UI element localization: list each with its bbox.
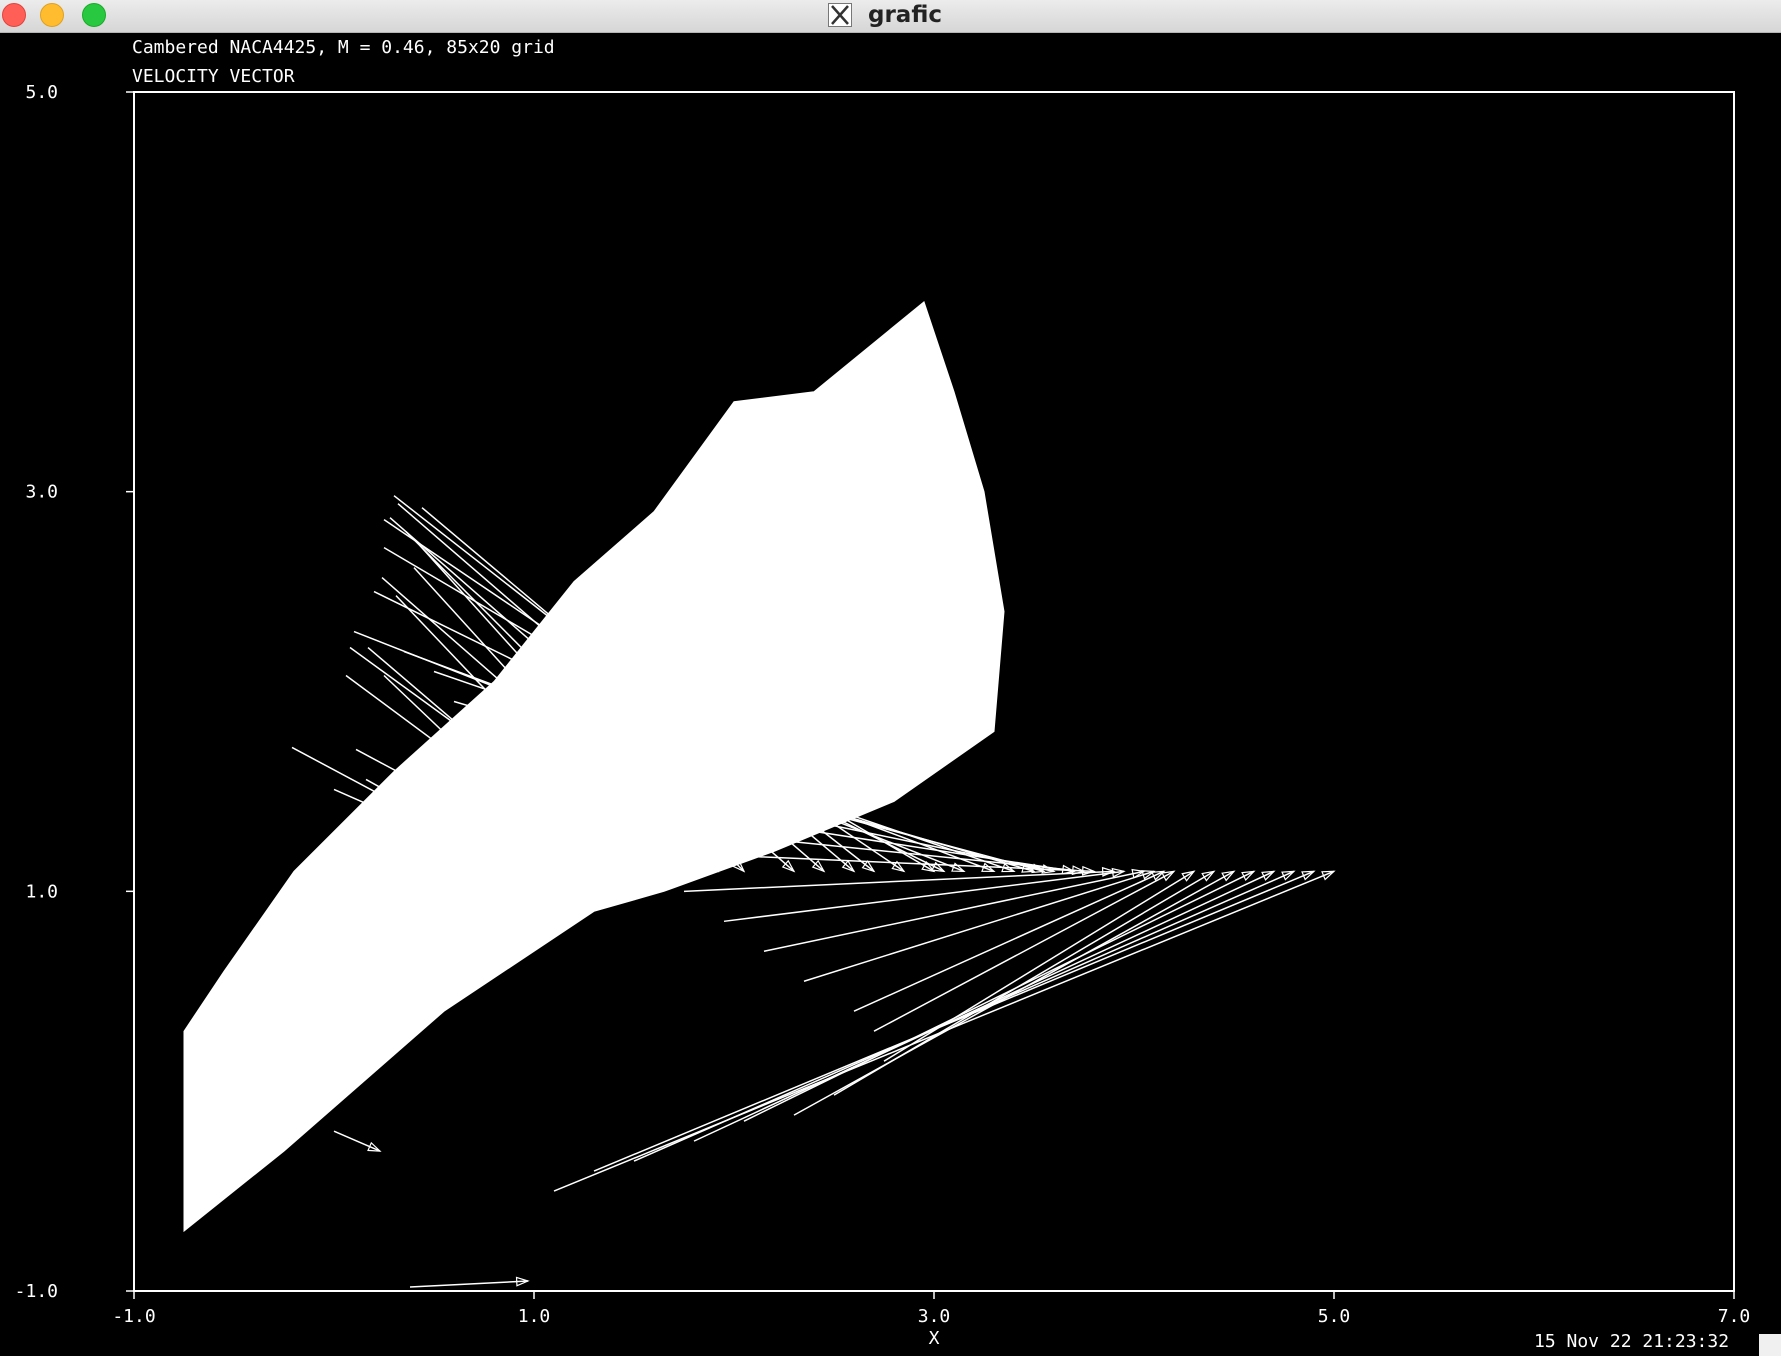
velocity-vector [593, 820, 1085, 873]
vector-arrowhead [1241, 870, 1256, 882]
velocity-vector [743, 870, 1255, 1122]
velocity-vector [483, 720, 1045, 873]
plot-canvas: Cambered NACA4425, M = 0.46, 85x20 grid … [0, 33, 1781, 1356]
velocity-vector [553, 790, 1075, 873]
velocity-vector [333, 788, 521, 873]
velocity-vector [367, 646, 631, 872]
vector-arrowhead [1281, 870, 1296, 881]
velocity-vector [723, 870, 1125, 923]
vector-arrowhead [1131, 868, 1146, 879]
window-title: grafic [868, 2, 943, 28]
vector-arrowhead [732, 859, 746, 873]
vector-arrowhead [1181, 870, 1196, 882]
vector-arrowhead [541, 863, 556, 873]
vector-arrowhead [452, 870, 466, 884]
vector-arrowhead [646, 859, 660, 873]
velocity-vector [523, 760, 1055, 873]
x-tick-label: 1.0 [518, 1306, 551, 1327]
vector-arrowhead [1161, 870, 1176, 882]
y-tick-label: 5.0 [25, 82, 58, 103]
velocity-vector [413, 567, 691, 872]
velocity-vector [633, 850, 1095, 873]
x-tick-label: 5.0 [1318, 1306, 1351, 1327]
velocity-vector [553, 870, 1335, 1192]
plot-title: Cambered NACA4425, M = 0.46, 85x20 grid [132, 37, 555, 58]
velocity-vector [421, 507, 855, 872]
velocity-vector [593, 870, 1315, 1172]
timestamp: 15 Nov 22 21:23:32 [1534, 1331, 1730, 1352]
velocity-vector [355, 748, 585, 873]
x-tick-label: 7.0 [1718, 1306, 1751, 1327]
velocity-vector [291, 746, 525, 873]
vector-arrowhead [367, 1141, 382, 1152]
vector-arrowhead [1151, 870, 1166, 881]
velocity-vector [397, 503, 825, 872]
minimize-window-button[interactable] [40, 3, 64, 27]
y-tick-label: 1.0 [25, 881, 58, 902]
velocity-vector [345, 674, 611, 872]
velocity-vector [883, 870, 1195, 1062]
velocity-vector [419, 545, 715, 872]
velocity-vector [763, 870, 1145, 953]
velocity-vector [373, 590, 945, 873]
vector-arrowhead [517, 861, 532, 873]
vector-arrowhead [1141, 870, 1156, 880]
vector-arrowhead [951, 862, 966, 872]
x-tick-label: -1.0 [112, 1306, 155, 1327]
velocity-vector [793, 870, 1235, 1116]
close-window-button[interactable] [2, 3, 26, 27]
vector-arrowhead [511, 861, 526, 873]
vector-arrowhead [1301, 870, 1316, 881]
velocity-vector [853, 870, 1165, 1012]
resize-grip[interactable] [1759, 1334, 1781, 1356]
velocity-vector [383, 674, 591, 872]
vector-arrowhead [678, 859, 692, 873]
vector-arrowhead [515, 1276, 530, 1287]
vector-arrowhead [811, 859, 826, 873]
vector-arrowhead [597, 860, 612, 873]
vector-plot: -1.0 1.0 3.0 5.0 7.0 -1.0 1.0 3.0 5.0 X [15, 82, 1751, 1349]
velocity-vector [375, 814, 555, 873]
velocity-vector [803, 870, 1155, 982]
velocity-vector [683, 870, 1115, 893]
velocity-vector [405, 531, 745, 872]
vector-arrowhead [1221, 870, 1236, 882]
velocity-vector [333, 1130, 381, 1152]
vector-arrowhead [702, 859, 716, 873]
vector-arrowhead [841, 859, 856, 873]
y-tick-label: -1.0 [15, 1281, 58, 1302]
y-tick-label: 3.0 [25, 482, 58, 503]
velocity-vector [409, 1280, 529, 1288]
velocity-vector [403, 650, 995, 873]
velocity-vector [383, 519, 905, 872]
x-tick-label: 3.0 [918, 1306, 951, 1327]
vector-arrowhead [781, 859, 796, 873]
vector-arrowhead [931, 861, 946, 873]
plot-subtitle: VELOCITY VECTOR [132, 66, 295, 87]
vector-arrowhead [1321, 870, 1336, 881]
velocity-vector [393, 495, 875, 872]
vector-arrowhead [1111, 867, 1126, 878]
vector-arrowhead [861, 860, 876, 873]
vector-arrowhead [617, 859, 632, 873]
vector-arrowhead [577, 859, 592, 873]
velocity-vector [349, 646, 659, 872]
velocity-vector [389, 517, 795, 872]
velocity-vector [365, 778, 531, 873]
vector-arrowhead [1261, 870, 1276, 881]
window-titlebar: grafic [0, 0, 1781, 33]
velocity-vector [381, 577, 719, 872]
x11-icon [828, 3, 852, 27]
velocity-vector [693, 870, 1275, 1142]
vector-arrowhead [891, 860, 906, 873]
zoom-window-button[interactable] [82, 3, 106, 27]
vector-arrowhead [1201, 870, 1216, 882]
vector-arrowhead [921, 861, 936, 873]
velocity-vector [301, 870, 465, 1052]
x-axis-label: X [929, 1328, 940, 1349]
velocity-vector [873, 870, 1175, 1032]
